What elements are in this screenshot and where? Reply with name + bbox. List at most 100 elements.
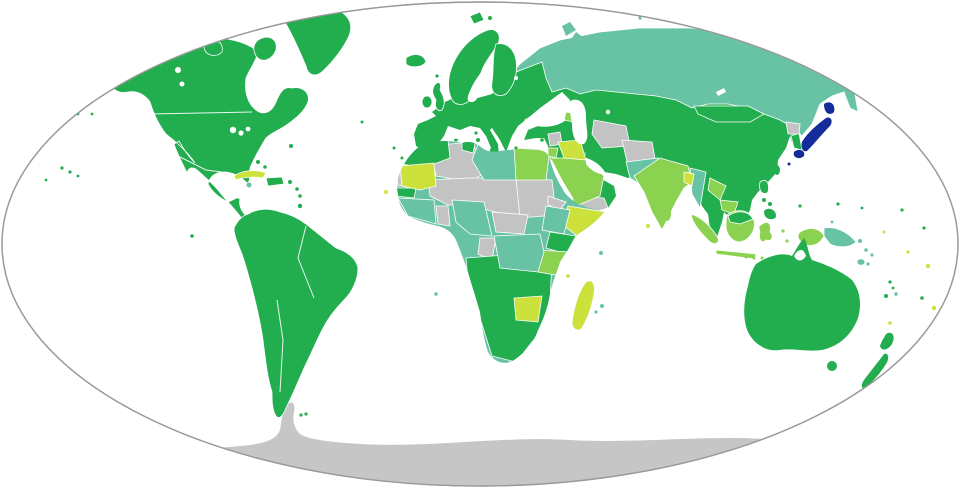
region-ellesmere-island xyxy=(243,11,263,26)
region-united-kingdom xyxy=(432,82,445,111)
region-mauritius xyxy=(600,304,604,308)
region-guinea-coast xyxy=(397,197,437,225)
region-turkmenistan xyxy=(591,119,631,149)
region-trinidad xyxy=(297,203,303,209)
region-ireland xyxy=(421,95,433,109)
border-argentina-chile xyxy=(276,299,284,393)
region-tonga xyxy=(920,296,924,300)
region-banks-island xyxy=(185,36,196,47)
great-slave-lake xyxy=(179,81,185,87)
region-galapagos xyxy=(190,234,194,238)
region-finland xyxy=(491,43,517,96)
caspian-sea xyxy=(569,99,588,145)
region-iceland xyxy=(405,54,427,68)
region-lesser-antilles xyxy=(295,187,299,191)
region-madagascar xyxy=(571,280,595,331)
region-indonesia-moluccas xyxy=(785,239,789,243)
region-lesser-sunda xyxy=(744,255,748,259)
region-indonesia-sulawesi xyxy=(758,222,773,242)
region-marshall-islands xyxy=(900,208,904,212)
region-pacific-teal-dot xyxy=(830,220,834,224)
border-us-mexico xyxy=(177,155,223,173)
region-philippines-mindanao xyxy=(763,208,777,220)
region-bahamas xyxy=(263,165,267,169)
region-solomon-islands xyxy=(864,248,868,252)
region-madeira xyxy=(392,146,396,150)
region-micronesia xyxy=(836,202,840,206)
lake-baikal xyxy=(716,88,726,96)
region-philippines-visayas xyxy=(762,198,766,202)
region-ethiopia xyxy=(541,205,571,235)
region-puerto-rico xyxy=(288,180,292,184)
region-north-korea xyxy=(785,121,801,135)
region-fiji xyxy=(857,259,865,265)
region-new-caledonia xyxy=(884,294,888,298)
region-taiwan xyxy=(774,165,780,175)
region-arctic-island xyxy=(638,16,642,20)
region-newfoundland xyxy=(293,104,301,112)
region-comoros xyxy=(566,274,570,278)
region-reunion xyxy=(594,310,598,314)
region-hispaniola xyxy=(265,176,285,187)
region-japan-okinawa xyxy=(787,162,791,166)
border-us-canada xyxy=(149,111,253,115)
region-central-african-republic xyxy=(491,211,529,235)
region-kiribati xyxy=(922,226,926,230)
region-tasmania xyxy=(827,361,837,371)
aral-sea xyxy=(605,109,611,115)
region-north-america xyxy=(69,36,309,228)
region-hawaii xyxy=(68,170,72,174)
region-balearics xyxy=(454,138,458,142)
region-hawaii xyxy=(76,174,80,178)
region-aleutians xyxy=(64,108,68,112)
region-azores xyxy=(360,120,364,124)
region-cyprus xyxy=(540,138,544,142)
region-canary-islands xyxy=(400,156,404,160)
region-jamaica xyxy=(246,182,252,188)
region-malaysia-borneo xyxy=(727,211,754,225)
region-cuba xyxy=(233,170,267,181)
region-bangladesh xyxy=(683,171,695,187)
region-novaya-zemlya xyxy=(562,22,576,36)
region-hawaii xyxy=(60,166,64,170)
border-brazil-west xyxy=(297,225,315,299)
region-indonesia-moluccas xyxy=(781,229,785,233)
region-south-america xyxy=(233,208,359,418)
region-falkland-islands xyxy=(299,413,303,417)
region-dr-congo xyxy=(493,233,545,273)
region-tunisia xyxy=(461,141,477,154)
region-tuvalu xyxy=(906,250,910,254)
region-corsica xyxy=(474,131,478,135)
region-india xyxy=(633,157,693,231)
region-svalbard xyxy=(488,16,492,20)
region-ghana xyxy=(435,205,451,227)
gulf-of-carpentaria xyxy=(794,250,806,261)
region-falkland-islands xyxy=(304,412,308,416)
region-jordan xyxy=(547,147,559,159)
region-pacific-teal-dot xyxy=(894,292,898,296)
region-pacific-olive-dot xyxy=(888,321,892,325)
region-novaya-zemlya xyxy=(572,32,584,44)
region-japan-hokkaido xyxy=(824,102,835,114)
region-pacific-island xyxy=(44,178,48,182)
region-japan-honshu xyxy=(801,117,832,152)
region-mauritania xyxy=(399,162,437,191)
region-philippines-visayas xyxy=(768,202,772,206)
region-seychelles xyxy=(599,251,603,255)
region-arctic-island xyxy=(698,18,702,22)
region-nauru xyxy=(882,230,886,234)
region-new-zealand-north xyxy=(880,332,894,350)
region-bermuda xyxy=(289,144,293,148)
region-philippines-luzon xyxy=(759,180,769,194)
region-southampton-island xyxy=(237,67,243,73)
baltic-sea xyxy=(467,63,492,103)
persian-gulf xyxy=(586,158,606,175)
black-sea xyxy=(524,114,566,127)
region-st-helena xyxy=(434,292,438,296)
great-lake xyxy=(238,130,244,136)
region-lesser-antilles xyxy=(298,194,302,198)
region-sicily xyxy=(490,148,494,152)
region-palau xyxy=(798,204,802,208)
